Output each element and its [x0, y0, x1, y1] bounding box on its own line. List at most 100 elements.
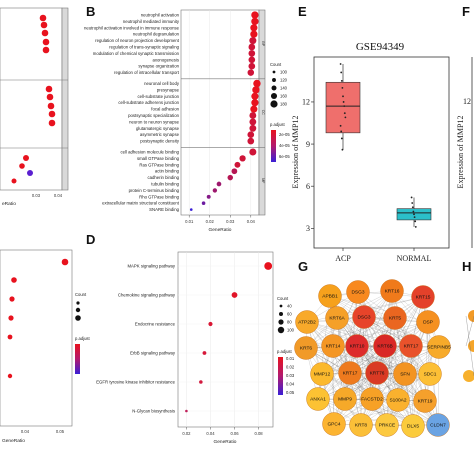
panel-g-node-label: KRT10	[350, 344, 365, 350]
panel-e-boxes	[325, 63, 432, 228]
panel-b-tick-label: 0.02	[206, 219, 215, 224]
left-bottom-dot	[11, 277, 17, 283]
panel-g-node-label: SFN	[400, 372, 410, 378]
panel-b-dot	[253, 79, 261, 88]
panel-g-node-label: KRT6B	[377, 344, 392, 350]
panel-g-letter: G	[298, 259, 308, 274]
panel-b-dot	[249, 37, 257, 45]
panel-d-dot	[264, 262, 273, 270]
panel-b-dot	[227, 174, 234, 181]
panel-g-node-label: DLX5	[407, 424, 419, 430]
panel-g-node	[426, 413, 450, 437]
panel-e-point	[342, 95, 344, 98]
panel-b-facet-labels: BP CC MF	[181, 41, 265, 184]
panel-g-node-label: DSG3	[357, 315, 370, 321]
panel-g-node-label: KRT14	[326, 344, 341, 350]
panel-d-legend-colorbar	[278, 357, 283, 395]
panel-g-node-label: SERPINB5	[427, 345, 451, 351]
panel-b-dot	[250, 30, 258, 38]
panel-f-letter: F	[462, 4, 470, 19]
panel-g-node	[373, 334, 397, 358]
panel-b-dot	[251, 99, 259, 107]
panel-b-facet-label: MF	[261, 178, 265, 184]
panel-g-edge	[363, 316, 373, 400]
panel-g-node-label: DSG3	[351, 290, 364, 296]
panel-g-node	[399, 334, 423, 358]
panel-g-node-label: ANXA1	[310, 397, 326, 403]
panel-b-term-label: modulation of chemical synaptic transmis…	[93, 51, 180, 56]
panel-g-node	[418, 362, 442, 386]
panel-g-node	[352, 305, 376, 329]
panel-b-term-label: asymmetric synapse	[140, 132, 180, 137]
panel-g-node-label: KRT6	[300, 346, 313, 352]
panel-d-dot	[202, 351, 207, 355]
panel-b-term-label: cell-substrate adherens junction	[118, 100, 179, 105]
panel-b-dot	[248, 43, 256, 51]
left-bottom-dot	[7, 334, 13, 340]
left-top-xlabel: eRatio	[2, 201, 16, 207]
panel-b-legend-count-dot	[271, 85, 277, 91]
panel-b-term-label: regulation of intracellular transport	[114, 70, 180, 75]
panel-e-y-tick-label: 12	[302, 98, 310, 107]
panel-g-node-label: S100A2	[389, 398, 406, 404]
panel-d-term-label: EGFR tyrosine kinase inhibitor resistanc…	[96, 380, 175, 385]
panel-g-edge	[344, 346, 440, 400]
panel-b-legend-count-title: Count	[270, 62, 282, 67]
panel-b-legend-count: 100 120 140 160 180	[270, 70, 288, 108]
panel-d-legend-count-dot	[279, 312, 283, 316]
panel-b-term-label: regulation of neuron projection developm…	[95, 38, 180, 43]
panel-b-dots	[189, 11, 261, 211]
panel-d-x-ticks: 0.02 0.04 0.06 0.08	[182, 427, 263, 436]
panel-g-edge	[422, 296, 431, 375]
panel-g-edge	[363, 316, 440, 348]
panel-e-y-tick-label: 9	[306, 140, 310, 149]
panel-d-tick-label: 0.02	[182, 431, 191, 436]
panel-g-edge	[317, 316, 365, 400]
panel-b-dot	[248, 50, 256, 57]
panel-b-legend-count-dot	[270, 92, 278, 100]
panel-f-tick: 12	[463, 97, 471, 106]
panel-h-edge	[465, 315, 474, 347]
panel-e-point	[340, 137, 343, 140]
panel-g-edge	[305, 347, 378, 374]
panel-g-edge	[332, 296, 424, 347]
panel-g-edge	[321, 290, 393, 375]
panel-e-point	[411, 202, 414, 204]
left-top-dot	[19, 163, 25, 169]
panel-b-dot	[206, 194, 211, 199]
panel-d-term-label: N-Glycan biosynthesis	[132, 409, 175, 414]
panel-b-dot	[249, 148, 257, 156]
left-bottom-dot	[8, 315, 14, 321]
panel-b-term-label: Ras GTPase binding	[139, 162, 179, 167]
panel-e-point	[414, 220, 417, 223]
panel-g-node-label: KRT5	[389, 316, 402, 322]
panel-b-dot	[247, 131, 255, 139]
left-top-dot	[23, 155, 29, 161]
panel-h-node	[468, 340, 474, 352]
panel-g-edge	[321, 345, 412, 375]
panel-h-node	[468, 310, 474, 322]
panel-b-term-label: neutrophil activation involved in immune…	[84, 25, 180, 30]
panel-g-edge	[336, 317, 429, 323]
panel-b-dot	[250, 24, 258, 32]
panel-h-node	[463, 370, 474, 382]
panel-d-dots	[185, 262, 273, 413]
panel-d-tick-label: 0.04	[206, 431, 215, 436]
panel-d-term-label: MAPK signaling pathway	[127, 264, 175, 269]
panel-b-dot	[248, 56, 256, 64]
left-top-dot	[11, 178, 17, 184]
panel-b-term-label: postsynaptic specialization	[128, 113, 179, 118]
panel-e-x-ticks: ACP NORMAL	[335, 248, 431, 263]
panel-b-dot	[247, 137, 255, 145]
panel-g-edge	[333, 400, 426, 425]
panel-g-node	[401, 414, 425, 438]
left-bottom-legend-count-title: Count	[75, 292, 87, 297]
panel-b-dot	[251, 11, 259, 19]
panel-g-node-label: APBB1	[322, 294, 338, 300]
panel-b-term-label: postsynaptic density	[140, 139, 180, 144]
panel-g-node	[349, 413, 373, 437]
panel-g-node-label: MMP12	[314, 372, 331, 378]
left-bottom-legend-dot	[76, 301, 80, 305]
panel-g-edge	[305, 290, 393, 349]
